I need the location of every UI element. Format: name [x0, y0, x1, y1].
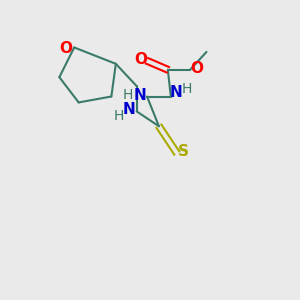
Text: H: H [114, 109, 124, 123]
Text: S: S [178, 144, 189, 159]
Text: O: O [60, 41, 73, 56]
Text: N: N [123, 102, 136, 117]
Text: H: H [123, 88, 134, 102]
Text: O: O [190, 61, 203, 76]
Text: N: N [170, 85, 182, 100]
Text: O: O [134, 52, 147, 67]
Text: N: N [133, 88, 146, 103]
Text: H: H [182, 82, 192, 96]
